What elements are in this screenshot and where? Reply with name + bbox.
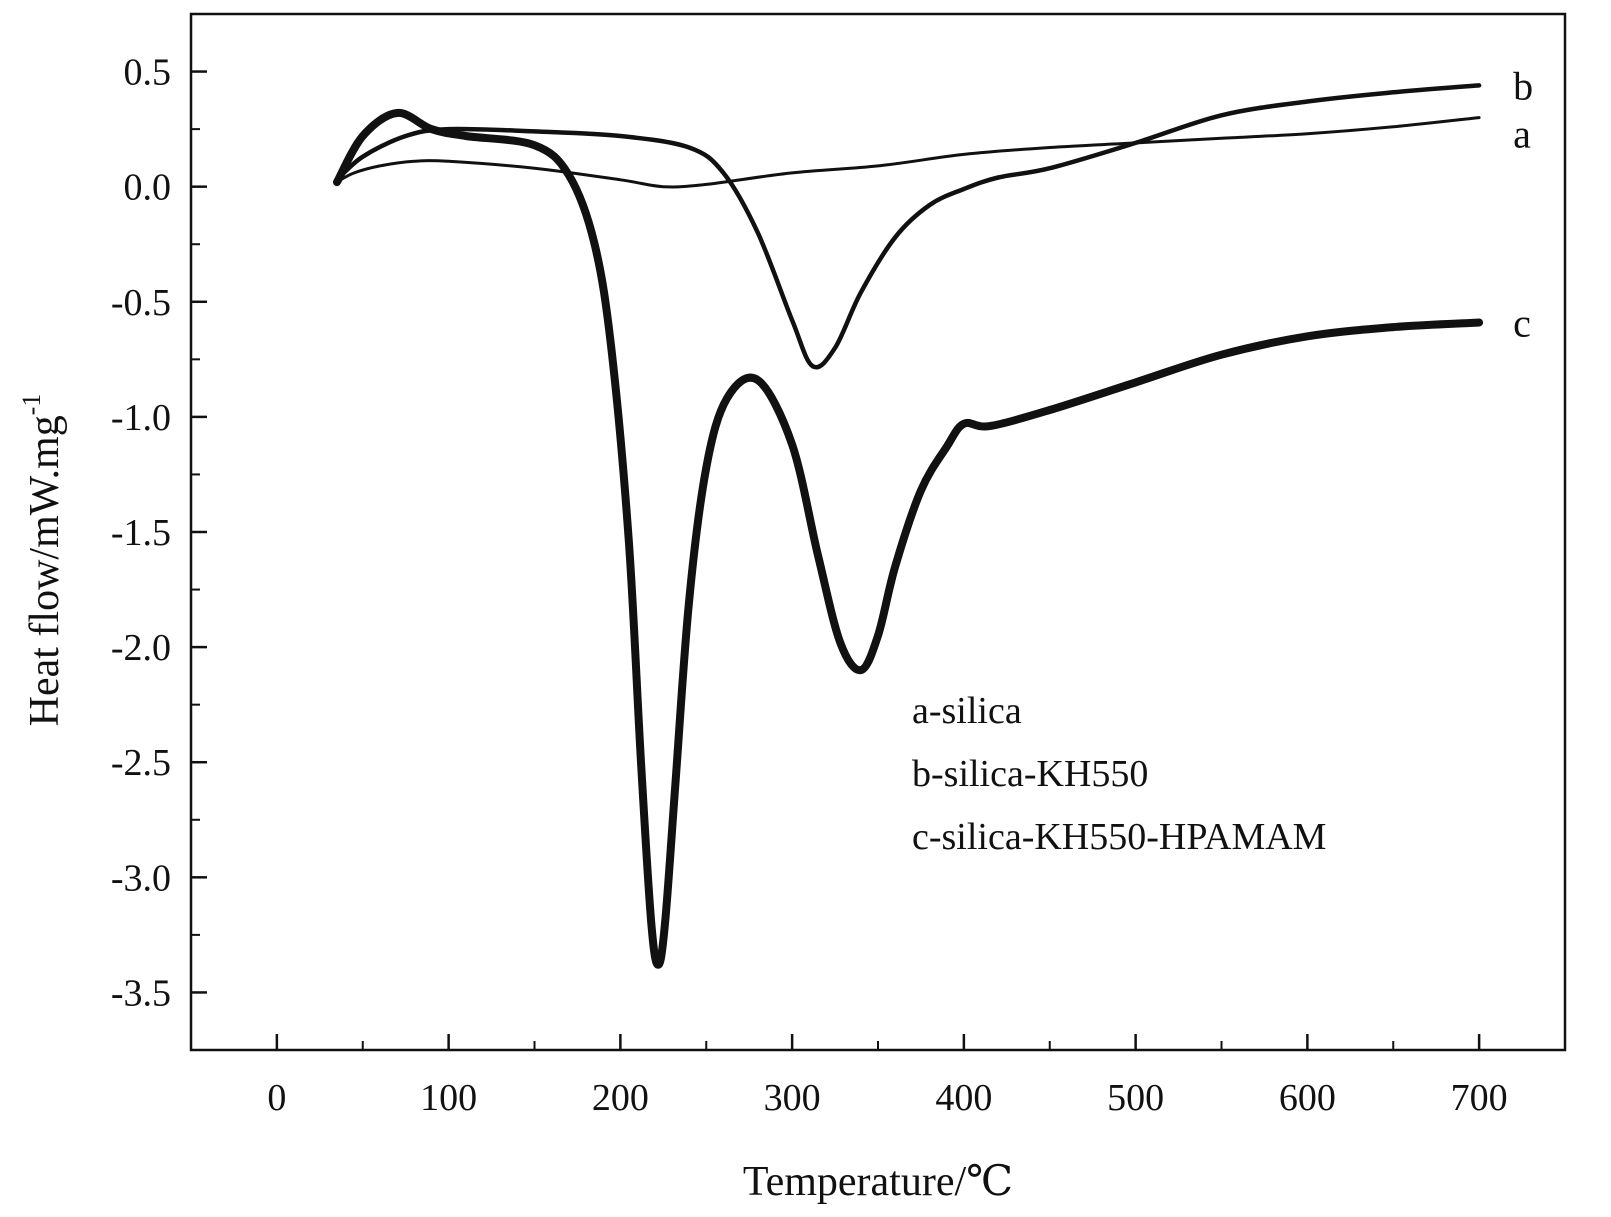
y-tick-label: -2.5 — [111, 742, 171, 784]
y-axis-title-main: Heat flow/mW.mg — [22, 415, 68, 726]
y-tick-label: -2.0 — [111, 627, 171, 669]
series-end-label-c: c — [1513, 300, 1531, 345]
series-line-a — [335, 116, 1481, 189]
y-tick-label: -0.5 — [111, 282, 171, 324]
y-tick-label: -3.0 — [111, 857, 171, 899]
x-tick-label: 300 — [764, 1077, 821, 1119]
legend-entry-a: a-silica — [912, 690, 1022, 732]
axis-ticks: 0 100 200 300 400 500 600 700 0.5 0.0 -0.5 -1.0 -1.5… — [111, 13, 1566, 1119]
x-tick-label: 400 — [935, 1077, 992, 1119]
plot-frame — [189, 12, 1567, 1052]
y-tick-label: -1.5 — [111, 512, 171, 554]
series-line-c — [333, 109, 1484, 969]
legend-entry-b: b-silica-KH550 — [912, 753, 1148, 795]
x-tick-label: 600 — [1279, 1077, 1336, 1119]
y-axis-title-superscript: -1 — [17, 394, 46, 416]
x-tick-label: 100 — [420, 1077, 477, 1119]
x-tick-label: 200 — [592, 1077, 649, 1119]
y-axis-title: Heat flow/mW.mg-1 — [17, 394, 68, 727]
series-layer: ab c — [333, 63, 1533, 969]
series-end-label-b: b — [1513, 63, 1533, 108]
y-tick-label: 0.0 — [124, 167, 172, 209]
series-end-label-a: a — [1513, 112, 1531, 157]
y-axis-title-group: Heat flow/mW.mg-1 — [17, 394, 68, 727]
x-tick-label: 500 — [1107, 1077, 1164, 1119]
y-tick-label: -3.5 — [111, 972, 171, 1014]
x-tick-label: 0 — [267, 1077, 286, 1119]
series-line-b — [334, 83, 1482, 370]
y-tick-label: 0.5 — [124, 52, 172, 94]
y-tick-label: -1.0 — [111, 397, 171, 439]
legend-entry-c: c-silica-KH550-HPAMAM — [912, 816, 1326, 858]
x-tick-label: 700 — [1451, 1077, 1508, 1119]
x-axis-title: Temperature/℃ — [743, 1159, 1013, 1205]
